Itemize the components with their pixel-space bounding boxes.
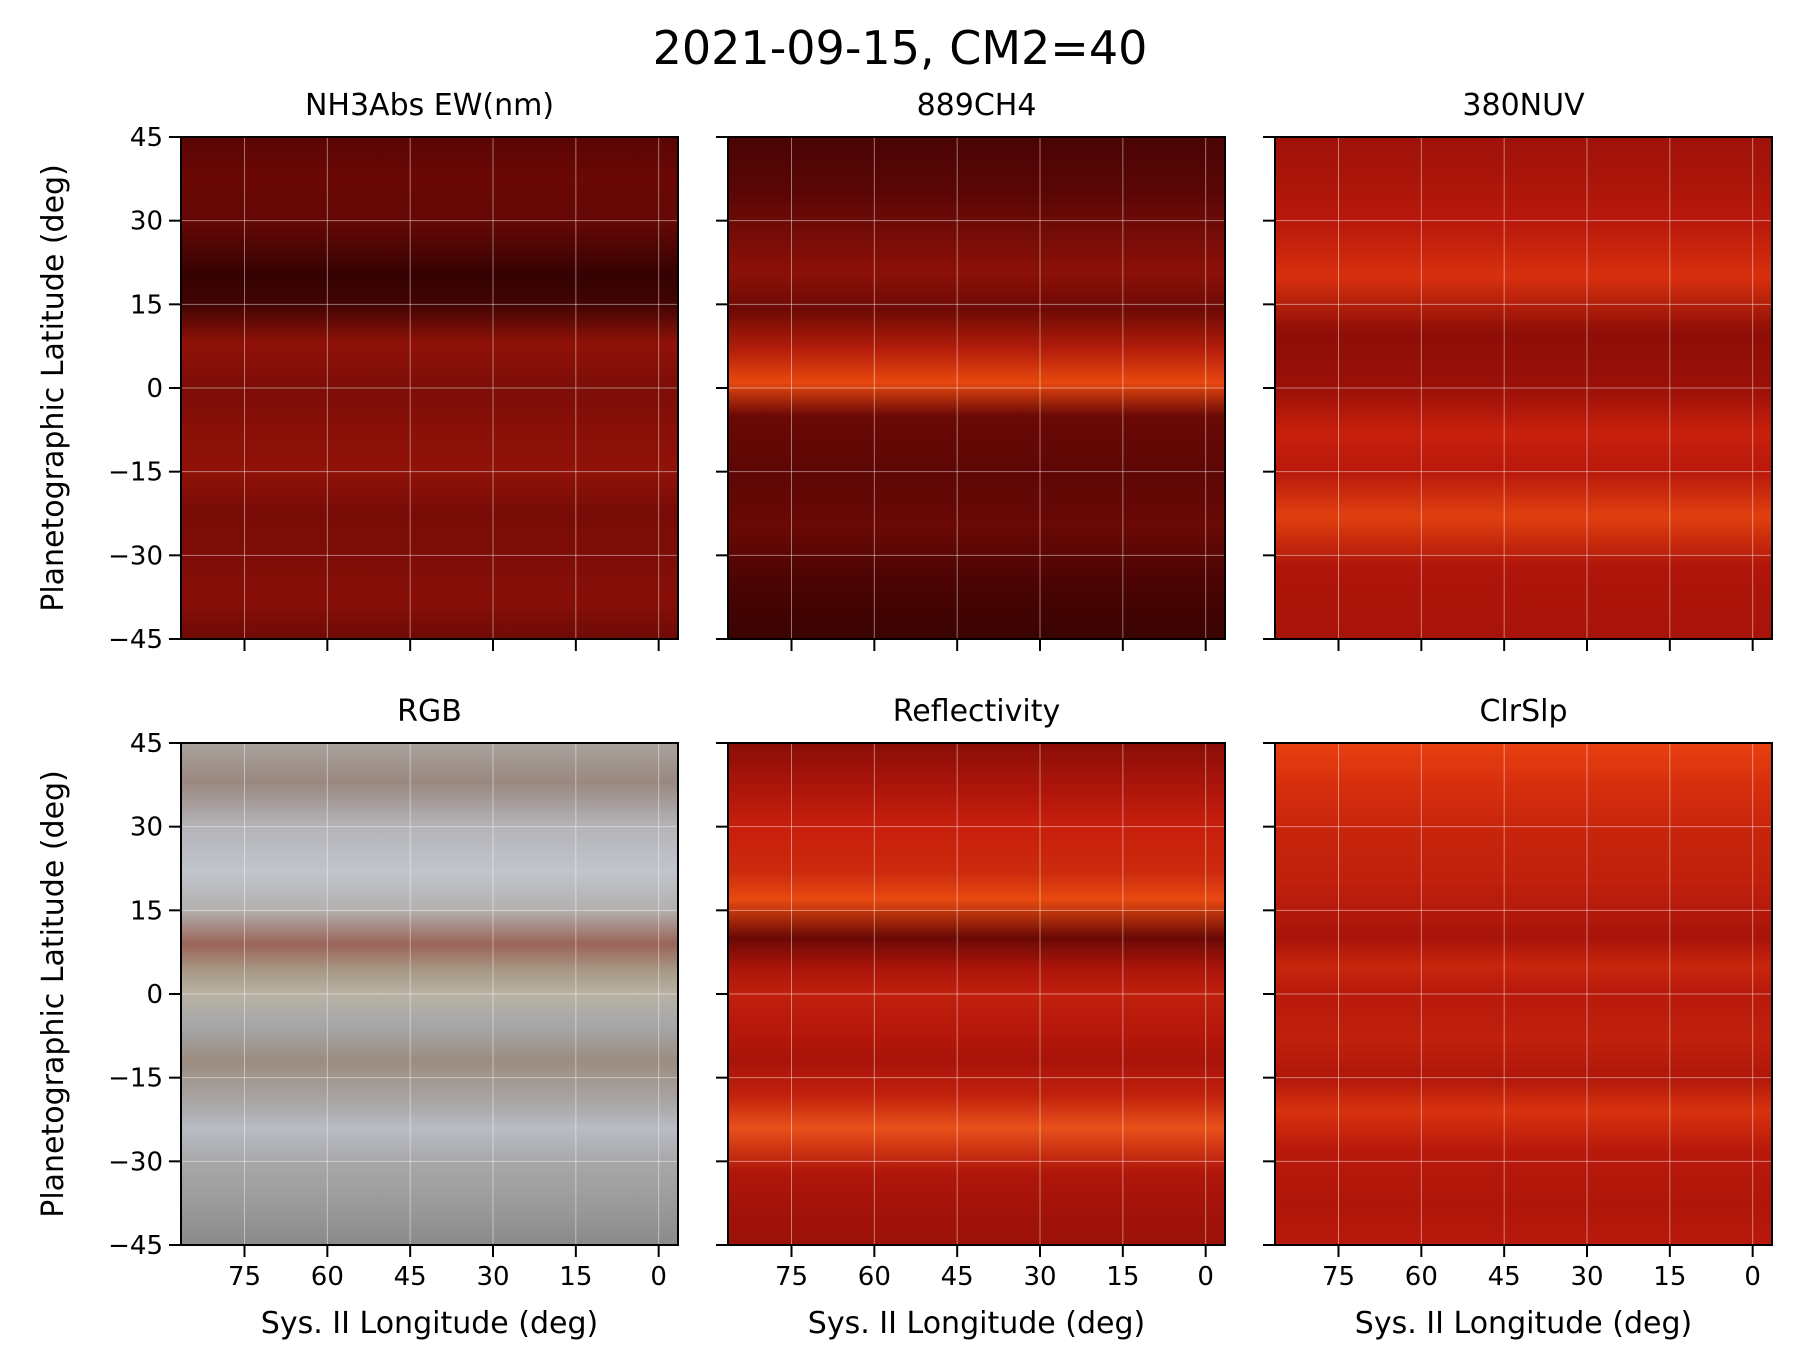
y-tick-label: −15 xyxy=(108,1064,163,1094)
y-tick-label: 45 xyxy=(130,123,163,153)
panel-5: 75 60 45 30 15 0 Reflectivity Sys. II Longitude… xyxy=(716,694,1226,1341)
x-axis-label: Sys. II Longitude (deg) xyxy=(1355,1306,1692,1341)
panel-2: 889CH4 xyxy=(716,88,1226,651)
x-tick-label: 75 xyxy=(228,1262,261,1292)
panel-4: 75 60 45 30 15 0 45 30 15 0 −15 −30 −45 RGB Sys. II Lo… xyxy=(36,694,679,1341)
heatmap-bands xyxy=(728,743,1225,1245)
panel-title: NH3Abs EW(nm) xyxy=(305,88,554,123)
x-tick-label: 60 xyxy=(311,1262,344,1292)
x-tick-label: 45 xyxy=(1488,1262,1521,1292)
panel-title: RGB xyxy=(397,694,462,729)
y-tick-label: −30 xyxy=(108,541,163,571)
x-axis-label: Sys. II Longitude (deg) xyxy=(261,1306,598,1341)
panel-title: 380NUV xyxy=(1462,88,1585,123)
x-tick-label: 45 xyxy=(941,1262,974,1292)
x-axis-label: Sys. II Longitude (deg) xyxy=(808,1306,1145,1341)
figure-title: 2021-09-15, CM2=40 xyxy=(653,21,1148,75)
x-tick-label: 30 xyxy=(476,1262,509,1292)
panels: 45 30 15 0 −15 −30 −45 NH3Abs EW(nm) Planetograp… xyxy=(36,88,1773,1341)
heatmap-bands xyxy=(1275,743,1772,1245)
y-tick-label: −30 xyxy=(108,1147,163,1177)
x-tick-label: 60 xyxy=(1405,1262,1438,1292)
x-tick-label: 60 xyxy=(858,1262,891,1292)
x-tick-label: 0 xyxy=(650,1262,667,1292)
y-tick-label: 30 xyxy=(130,207,163,237)
y-tick-label: 15 xyxy=(130,896,163,926)
panel-3: 380NUV xyxy=(1263,88,1773,651)
y-axis-label: Planetographic Latitude (deg) xyxy=(36,770,71,1218)
y-tick-label: 30 xyxy=(130,813,163,843)
y-tick-label: −15 xyxy=(108,458,163,488)
x-tick-label: 75 xyxy=(775,1262,808,1292)
y-tick-label: −45 xyxy=(108,1231,163,1261)
y-tick-label: −45 xyxy=(108,625,163,655)
heatmap-bands xyxy=(728,137,1225,639)
x-tick-label: 15 xyxy=(1653,1262,1686,1292)
x-tick-label: 45 xyxy=(394,1262,427,1292)
panel-title: Reflectivity xyxy=(893,694,1061,729)
x-tick-label: 75 xyxy=(1322,1262,1355,1292)
y-axis-label: Planetographic Latitude (deg) xyxy=(36,164,71,612)
x-tick-label: 15 xyxy=(1106,1262,1139,1292)
heatmap-bands xyxy=(181,137,678,639)
panel-title: 889CH4 xyxy=(917,88,1037,123)
panel-title: ClrSlp xyxy=(1479,694,1567,729)
x-tick-label: 30 xyxy=(1570,1262,1603,1292)
x-tick-label: 0 xyxy=(1197,1262,1214,1292)
y-tick-label: 0 xyxy=(146,374,163,404)
panel-1: 45 30 15 0 −15 −30 −45 NH3Abs EW(nm) Planetograp… xyxy=(36,88,679,655)
x-tick-label: 0 xyxy=(1744,1262,1761,1292)
x-tick-label: 15 xyxy=(559,1262,592,1292)
x-tick-label: 30 xyxy=(1023,1262,1056,1292)
y-tick-label: 0 xyxy=(146,980,163,1010)
panel-6: 75 60 45 30 15 0 ClrSlp Sys. II Longitude (deg) xyxy=(1263,694,1773,1341)
heatmap-bands xyxy=(181,743,678,1245)
heatmap-bands xyxy=(1275,137,1772,639)
y-tick-label: 45 xyxy=(130,729,163,759)
y-tick-label: 15 xyxy=(130,290,163,320)
